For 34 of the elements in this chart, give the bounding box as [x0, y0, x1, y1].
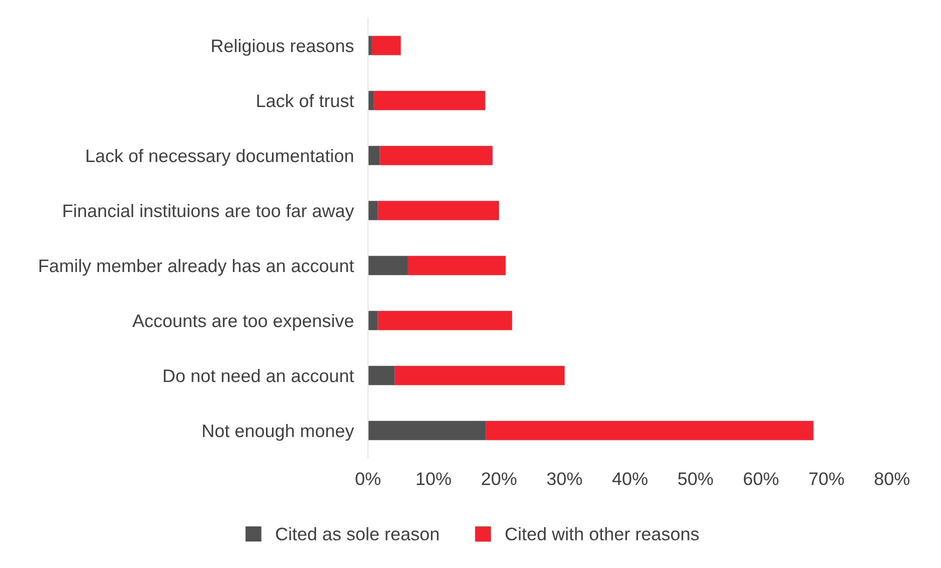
y-tick-label: Lack of trust [257, 94, 354, 108]
legend-label: Cited with other reasons [506, 527, 699, 540]
x-tick-label: 10% [416, 472, 451, 486]
bar [408, 256, 506, 276]
bar [380, 146, 492, 166]
x-tick-label: 30% [547, 472, 582, 486]
bar [368, 420, 486, 440]
y-tick-label: Family member already has an account [40, 258, 354, 276]
bar [486, 420, 814, 440]
y-tick-label: Lack of necessary documentation [86, 148, 353, 166]
x-tick-label: 0% [356, 472, 380, 486]
x-tick-label: 50% [678, 472, 713, 486]
y-tick-label: Financial instituions are too far away [64, 204, 354, 221]
bar [368, 146, 380, 166]
y-tick-label: Do not need an account [164, 368, 354, 382]
bar [378, 200, 499, 220]
x-tick-label: 20% [482, 472, 516, 486]
bar [394, 366, 564, 386]
bar [368, 256, 408, 276]
x-tick-label: 80% [874, 472, 910, 486]
bar [368, 90, 374, 110]
y-tick-label: Not enough money [203, 424, 354, 441]
bar [372, 36, 401, 56]
bar [368, 200, 378, 220]
bar [368, 310, 378, 330]
legend-label: Cited as sole reason [276, 527, 439, 540]
y-tick-label: Religious reasons [212, 38, 354, 56]
x-tick-label: 40% [612, 472, 648, 486]
bar [368, 366, 395, 386]
bar [374, 90, 486, 110]
x-tick-label: 60% [744, 472, 778, 486]
bar [378, 310, 512, 330]
x-tick-label: 70% [809, 472, 844, 486]
y-tick-label: Accounts are too expensive [132, 314, 354, 331]
